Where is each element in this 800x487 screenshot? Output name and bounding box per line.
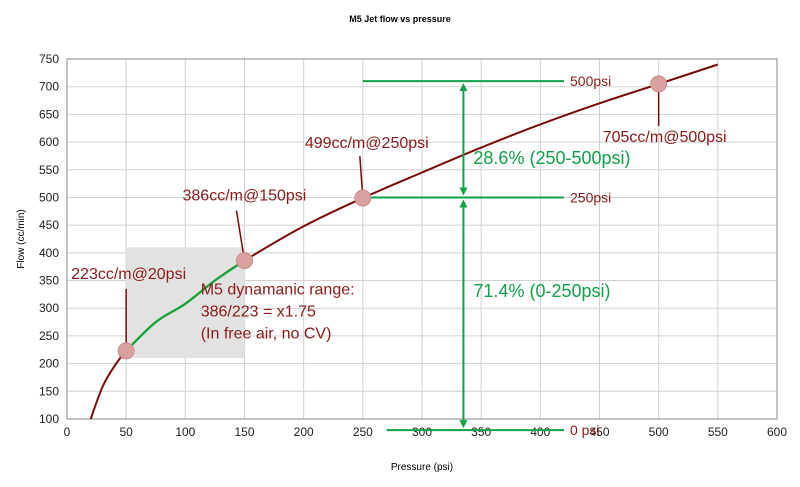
data-marker <box>650 75 668 93</box>
x-tick-label: 600 <box>767 425 787 439</box>
y-tick-label: 250 <box>39 329 59 343</box>
y-tick-label: 400 <box>39 246 59 260</box>
y-tick-label: 600 <box>39 135 59 149</box>
marker-label: 499cc/m@250psi <box>305 135 429 152</box>
y-tick-label: 450 <box>39 218 59 232</box>
reference-line-label: 500psi <box>570 73 611 89</box>
y-tick-label: 750 <box>39 52 59 66</box>
x-tick-label: 50 <box>119 425 133 439</box>
reference-line-label: 0 psi <box>570 422 600 438</box>
y-tick-label: 350 <box>39 274 59 288</box>
plot-frame <box>66 58 778 420</box>
flow-curve-highlight <box>125 259 246 352</box>
range-arrows: 28.6% (250-500psi) 71.4% (0-250psi) <box>459 83 631 429</box>
grid <box>66 58 778 420</box>
x-tick-label: 450 <box>589 425 609 439</box>
marker-label: 223cc/m@20psi <box>71 266 186 283</box>
reference-line-label: 250psi <box>570 189 611 205</box>
chart-title: M5 Jet flow vs pressure <box>349 14 451 24</box>
x-tick-label: 550 <box>708 425 728 439</box>
reference-lines: 500psi 250psi 0 psi <box>362 73 611 438</box>
data-marker <box>236 252 253 270</box>
x-tick-label: 250 <box>353 425 373 439</box>
annotation-line: M5 dynamanic range: <box>201 281 355 298</box>
x-axis-label: Pressure (psi) <box>391 462 453 473</box>
annotation-line: 386/223 = x1.75 <box>201 303 316 320</box>
marker-label: 705cc/m@500psi <box>603 129 727 146</box>
x-tick-label: 300 <box>412 425 432 439</box>
y-tick-label: 650 <box>39 107 59 121</box>
x-tick-label: 400 <box>530 425 550 439</box>
range-arrow-label: 71.4% (0-250psi) <box>473 281 610 301</box>
y-tick-label: 500 <box>39 190 59 204</box>
markers: 223cc/m@20psi 386cc/m@150psi 499cc/m@250ps… <box>71 75 727 360</box>
y-tick-label: 700 <box>39 80 59 94</box>
y-tick-label: 200 <box>39 357 59 371</box>
data-marker <box>354 189 372 207</box>
y-tick-label: 550 <box>39 163 59 177</box>
range-arrow-label: 28.6% (250-500psi) <box>473 148 630 168</box>
y-tick-label: 150 <box>39 384 59 398</box>
x-tick-label: 100 <box>175 425 195 439</box>
marker-label: 386cc/m@150psi <box>183 188 307 205</box>
annotation-line: (In free air, no CV) <box>201 325 332 342</box>
x-tick-label: 200 <box>294 425 314 439</box>
flow-curve <box>89 63 719 420</box>
y-tick-label: 100 <box>39 412 59 426</box>
data-marker <box>117 342 135 360</box>
x-tick-label: 350 <box>471 425 491 439</box>
tick-labels: 0 50 100 150 200 250 300 350 400 450 500 550 600 100 1… <box>39 52 787 439</box>
x-tick-label: 150 <box>234 425 254 439</box>
x-tick-label: 500 <box>649 425 669 439</box>
y-tick-label: 300 <box>39 301 59 315</box>
y-axis-label: Flow (cc/min) <box>16 209 27 268</box>
x-tick-label: 0 <box>64 425 71 439</box>
